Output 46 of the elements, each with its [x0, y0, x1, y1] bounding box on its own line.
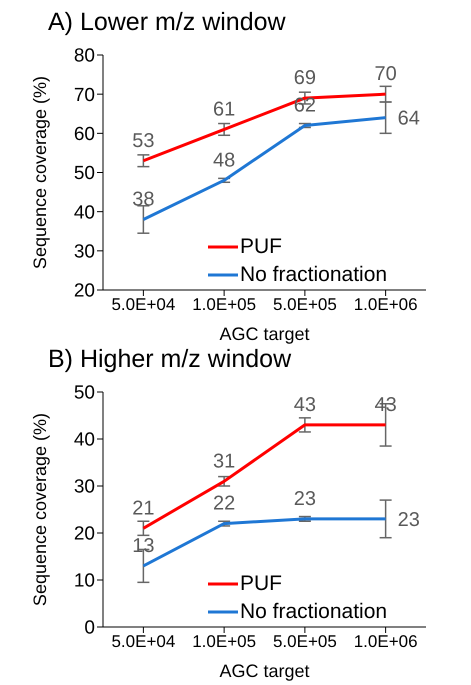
data-label: 13 — [132, 534, 154, 557]
x-tick-label: 5.0E+04 — [111, 295, 176, 314]
x-tick-label: 1.0E+05 — [192, 632, 256, 652]
chart-title: A) Lower m/z window — [48, 8, 287, 38]
y-tick-label: 20 — [74, 524, 95, 545]
data-label: 21 — [132, 497, 154, 520]
x-tick-label: 1.0E+05 — [192, 295, 256, 314]
x-tick-label: 5.0E+05 — [272, 295, 337, 314]
x-axis-title: AGC target — [219, 324, 310, 344]
y-tick-label: 10 — [74, 570, 95, 592]
y-axis-title: Sequence coverage (%) — [30, 412, 50, 606]
y-tick-label: 20 — [74, 280, 95, 302]
y-tick-label: 50 — [74, 382, 95, 404]
y-tick-label: 40 — [74, 202, 95, 224]
data-label: 48 — [213, 149, 236, 172]
data-label: 53 — [132, 130, 154, 152]
y-tick-label: 30 — [74, 242, 95, 263]
y-tick-label: 60 — [74, 124, 95, 146]
data-label: 38 — [132, 188, 154, 210]
data-label: 23 — [294, 488, 316, 510]
data-label: 43 — [294, 394, 316, 416]
data-label: 31 — [213, 450, 236, 472]
data-label: 23 — [398, 508, 420, 531]
data-label: 70 — [374, 63, 397, 86]
legend-label: PUF — [240, 572, 282, 596]
data-label: 64 — [398, 108, 420, 130]
legend-label: No fractionation — [240, 263, 388, 287]
y-tick-label: 80 — [74, 46, 95, 67]
data-label: 22 — [213, 492, 236, 515]
y-tick-label: 40 — [74, 430, 95, 451]
x-axis-title: AGC target — [219, 661, 310, 681]
y-tick-label: 50 — [74, 163, 95, 184]
data-label: 61 — [213, 98, 236, 120]
y-tick-label: 70 — [74, 84, 95, 106]
chart-title: B) Higher m/z window — [48, 345, 292, 375]
x-tick-label: 1.0E+06 — [354, 295, 418, 314]
x-tick-label: 5.0E+04 — [111, 632, 176, 652]
y-tick-label: 30 — [74, 476, 95, 498]
x-tick-label: 1.0E+06 — [354, 632, 418, 652]
legend-label: No fractionation — [240, 600, 388, 624]
x-tick-label: 5.0E+05 — [272, 632, 337, 652]
data-label: 43 — [374, 394, 397, 416]
y-tick-label: 0 — [84, 618, 95, 639]
legend-label: PUF — [240, 235, 282, 259]
y-axis-title: Sequence coverage (%) — [30, 76, 50, 270]
data-label: 69 — [294, 67, 316, 90]
